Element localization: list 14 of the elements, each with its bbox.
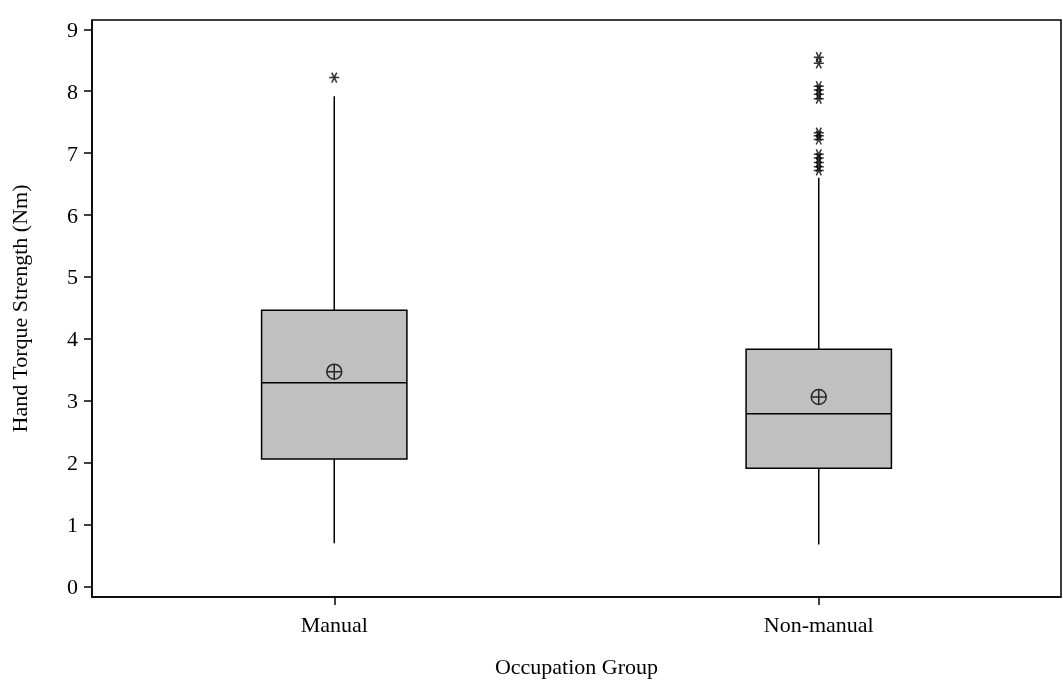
y-tick-label: 5 xyxy=(67,264,78,290)
y-tick-label: 8 xyxy=(67,78,78,104)
y-tick-label: 4 xyxy=(67,326,78,352)
y-axis-title: Hand Torque Strength (Nm) xyxy=(6,184,32,433)
x-tick-label: Manual xyxy=(300,611,368,637)
y-tick-label: 0 xyxy=(67,573,78,599)
x-tick-label: Non-manual xyxy=(763,611,874,637)
x-axis-title: Occupation Group xyxy=(494,653,659,679)
y-tick-label: 6 xyxy=(67,202,78,228)
y-tick-label: 1 xyxy=(67,512,78,538)
y-tick-label: 7 xyxy=(67,140,78,166)
y-tick-label: 3 xyxy=(67,388,78,414)
y-tick-label: 2 xyxy=(67,450,78,476)
y-tick-label: 9 xyxy=(67,16,78,42)
